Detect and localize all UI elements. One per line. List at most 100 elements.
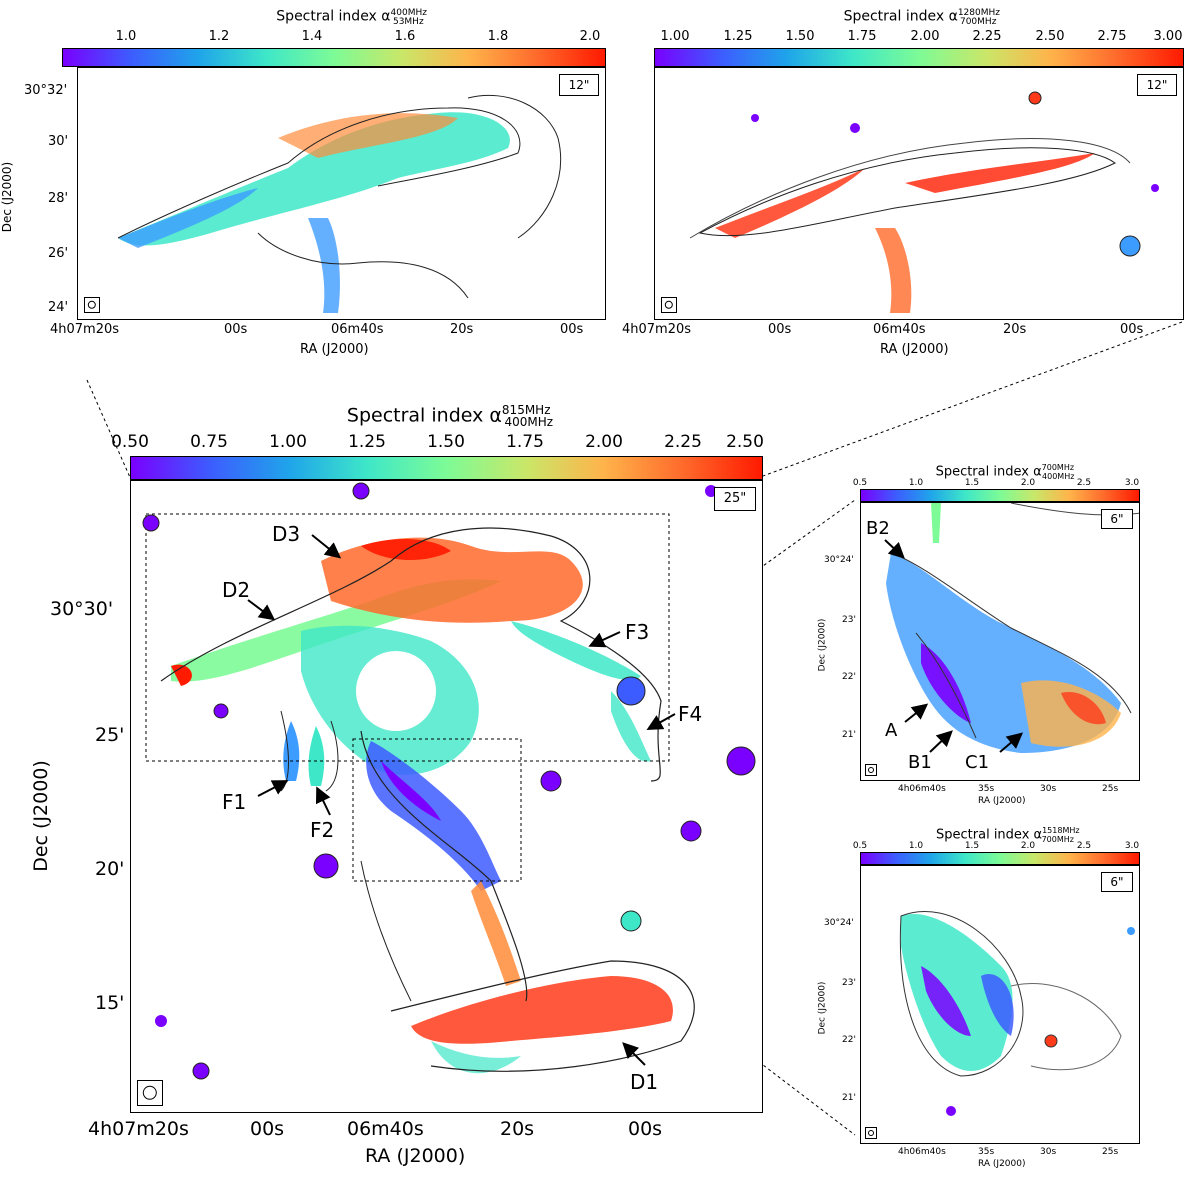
dec-tick: 26' bbox=[48, 246, 69, 261]
colorbar-tick: 1.4 bbox=[301, 29, 323, 44]
colorbar-tick: 1.5 bbox=[964, 841, 980, 851]
colorbar-tick: 1.00 bbox=[660, 29, 690, 44]
map-frame: 6" bbox=[860, 865, 1140, 1144]
x-axis-label: RA (J2000) bbox=[978, 796, 1026, 806]
beam-size-badge: 6" bbox=[1101, 872, 1133, 892]
colorbar-tick: 2.00 bbox=[585, 432, 623, 452]
colorbar-tick: 1.00 bbox=[269, 432, 307, 452]
region-label: A bbox=[885, 720, 898, 741]
ra-tick: 4h06m40s bbox=[898, 1147, 946, 1157]
spectral-map bbox=[142, 482, 756, 1080]
colorbar-title: Spectral index α700MHz400MHz bbox=[935, 463, 1075, 481]
colorbar-title: Spectral index α400MHz53MHz bbox=[276, 8, 427, 28]
spectral-map bbox=[117, 94, 562, 313]
region-label: F4 bbox=[678, 702, 703, 726]
ra-tick: 20s bbox=[500, 1118, 535, 1140]
colorbar-tick: 1.0 bbox=[908, 478, 924, 488]
colorbar-tick: 0.50 bbox=[111, 432, 149, 452]
dec-tick: 15' bbox=[95, 992, 125, 1014]
beam-ellipse bbox=[865, 1127, 877, 1139]
colorbar-tick: 2.00 bbox=[910, 29, 940, 44]
map-frame: 6" bbox=[860, 502, 1140, 781]
colorbar-tick: 2.25 bbox=[664, 432, 702, 452]
y-axis-label: Dec (J2000) bbox=[0, 161, 15, 233]
colorbar-tick: 2.5 bbox=[1076, 841, 1092, 851]
colorbar bbox=[130, 456, 763, 480]
colorbar-tick: 1.50 bbox=[427, 432, 465, 452]
colorbar-tick: 2.0 bbox=[579, 29, 601, 44]
colorbar-tick: 1.8 bbox=[487, 29, 509, 44]
region-label: F3 bbox=[625, 620, 650, 644]
colorbar-tick: 1.75 bbox=[506, 432, 544, 452]
colorbar-tick: 1.25 bbox=[348, 432, 386, 452]
colorbar bbox=[654, 48, 1184, 67]
dec-tick: 30°30' bbox=[50, 598, 114, 620]
region-label: D1 bbox=[630, 1070, 659, 1094]
colorbar bbox=[860, 852, 1140, 865]
ra-tick: 4h07m20s bbox=[50, 322, 120, 337]
colorbar-tick: 3.0 bbox=[1124, 478, 1140, 488]
colorbar-tick: 3.0 bbox=[1124, 841, 1140, 851]
x-axis-label: RA (J2000) bbox=[300, 342, 369, 357]
colorbar-tick: 1.25 bbox=[723, 29, 753, 44]
ra-tick: 00s bbox=[224, 322, 248, 337]
beam-ellipse bbox=[865, 764, 877, 776]
y-axis-label: Dec (J2000) bbox=[817, 981, 828, 1035]
colorbar-tick: 1.6 bbox=[394, 29, 416, 44]
region-label: F1 bbox=[222, 790, 247, 814]
ra-tick: 00s bbox=[250, 1118, 285, 1140]
ra-tick: 00s bbox=[628, 1118, 663, 1140]
beam-size-badge: 12" bbox=[1137, 74, 1177, 96]
colorbar-tick: 2.75 bbox=[1097, 29, 1127, 44]
colorbar-title: Spectral index α1280MHz700MHz bbox=[843, 8, 1000, 28]
colorbar-tick: 1.0 bbox=[908, 841, 924, 851]
beam-ellipse bbox=[84, 297, 100, 313]
dec-tick: 24' bbox=[48, 300, 69, 315]
colorbar-tick: 2.50 bbox=[726, 432, 764, 452]
colorbar-tick: 1.5 bbox=[964, 478, 980, 488]
colorbar-tick: 1.2 bbox=[208, 29, 230, 44]
colorbar-title: Spectral index α1518MHz700MHz bbox=[936, 826, 1080, 844]
ra-tick: 00s bbox=[560, 322, 584, 337]
region-label: C1 bbox=[965, 752, 990, 773]
beam-size-badge: 25" bbox=[714, 487, 756, 511]
ra-tick: 4h06m40s bbox=[898, 784, 946, 794]
colorbar-tick: 0.5 bbox=[852, 478, 868, 488]
ra-tick: 4h07m20s bbox=[88, 1118, 189, 1140]
x-axis-label: RA (J2000) bbox=[880, 342, 949, 357]
dec-tick: 21' bbox=[842, 730, 856, 740]
region-label: D3 bbox=[272, 522, 301, 546]
colorbar-tick: 0.5 bbox=[852, 841, 868, 851]
colorbar bbox=[860, 489, 1140, 502]
dec-tick: 23' bbox=[842, 615, 856, 625]
ra-tick: 35s bbox=[978, 784, 995, 794]
ra-tick: 20s bbox=[1003, 322, 1027, 337]
colorbar-tick: 2.25 bbox=[972, 29, 1002, 44]
colorbar-tick: 2.5 bbox=[1076, 478, 1092, 488]
colorbar-tick: 3.00 bbox=[1153, 29, 1183, 44]
ra-tick: 30s bbox=[1040, 784, 1057, 794]
beam-size-badge: 12" bbox=[559, 74, 599, 96]
dec-tick: 20' bbox=[95, 858, 125, 880]
colorbar bbox=[62, 48, 606, 67]
colorbar-tick: 1.0 bbox=[115, 29, 137, 44]
region-label: D2 bbox=[222, 578, 251, 602]
dec-tick: 30°32' bbox=[24, 83, 68, 98]
ra-tick: 25s bbox=[1102, 784, 1119, 794]
dec-tick: 28' bbox=[48, 191, 69, 206]
beam-ellipse bbox=[137, 1080, 163, 1106]
dec-tick: 22' bbox=[842, 672, 856, 682]
dec-tick: 23' bbox=[842, 978, 856, 988]
region-label: B2 bbox=[866, 518, 890, 539]
dec-tick: 30°24' bbox=[824, 918, 854, 928]
colorbar-tick: 1.50 bbox=[785, 29, 815, 44]
beam-ellipse bbox=[661, 297, 677, 313]
region-label: F2 bbox=[310, 818, 335, 842]
ra-tick: 30s bbox=[1040, 1147, 1057, 1157]
colorbar-tick: 2.0 bbox=[1020, 478, 1036, 488]
x-axis-label: RA (J2000) bbox=[365, 1145, 466, 1167]
ra-tick: 00s bbox=[1120, 322, 1144, 337]
spectral-map bbox=[899, 877, 1135, 1116]
region-label: B1 bbox=[908, 752, 932, 773]
x-axis-label: RA (J2000) bbox=[978, 1159, 1026, 1169]
